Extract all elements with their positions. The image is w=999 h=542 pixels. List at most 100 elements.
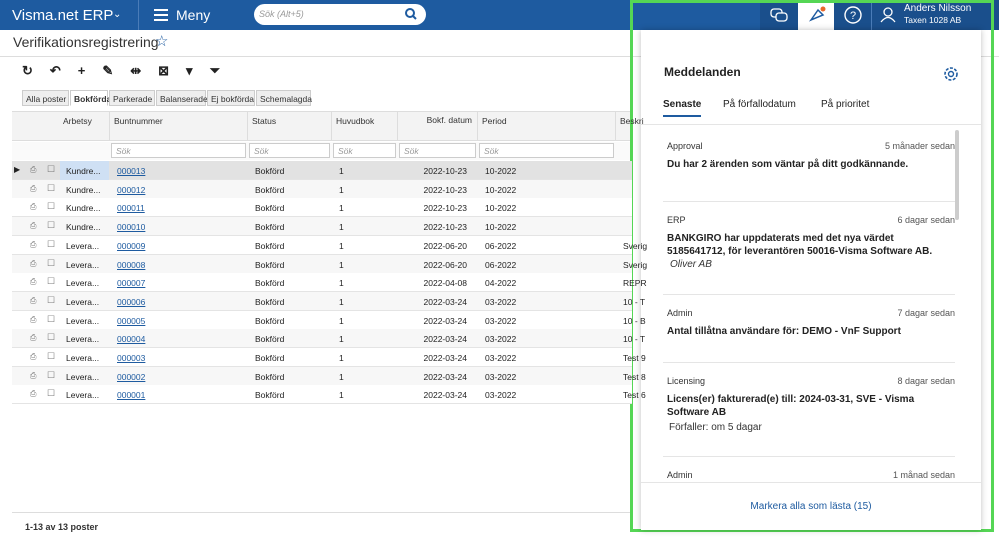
menu[interactable]: Meny [176, 7, 211, 23]
attachment-icon: ⎙ [30, 314, 37, 324]
divider [641, 124, 981, 125]
cell: Sverig [623, 259, 648, 270]
cell: 1 [339, 371, 344, 382]
column-divider [615, 112, 616, 140]
toolbar[interactable]: ↻↶+✎⇹⊠▾⏷ [22, 63, 237, 78]
cell[interactable]: 000013 [117, 166, 146, 176]
column-divider [397, 112, 398, 140]
separator [663, 456, 955, 457]
filter-input[interactable]: Sök [399, 143, 476, 158]
cell[interactable]: 000001 [117, 390, 146, 401]
notification-tab[interactable]: Senaste [663, 99, 702, 117]
cell: Kundre... [66, 166, 101, 176]
cell: 2022-10-23 [423, 203, 467, 214]
notification-message[interactable]: Licens(er) fakturerad(e) till: 2024-03-3… [667, 394, 915, 418]
table-row[interactable]: ⎙ ☐ Levera... 000009 Bokförd 1 2022-06-20 06-20… [12, 235, 647, 255]
table-row[interactable]: ▶ ⎙ ☐ Kundre... 000013 Bokförd 1 2022-10-23 10-2… [12, 161, 632, 180]
cell: Bokförd [255, 353, 285, 363]
notification-tab[interactable]: På prioritet [821, 99, 870, 110]
note-icon: ☐ [47, 369, 56, 380]
cell: 10-2022 [485, 203, 517, 214]
table-row[interactable]: ⎙ ☐ Levera... 000002 Bokförd 1 2022-03-24 03-20… [12, 366, 646, 386]
filter-input[interactable]: Sök [111, 143, 246, 158]
settings-icon[interactable] [943, 66, 959, 82]
table-row[interactable]: ⎙ ☐ Levera... 000007 Bokförd 1 2022-04-08 04-20… [12, 273, 647, 293]
note-icon: ☐ [47, 257, 56, 268]
notification-tab[interactable]: På förfallodatum [723, 99, 796, 110]
cell: 2022-06-20 [423, 240, 467, 251]
cell[interactable]: 000002 [117, 371, 146, 382]
notification-category: ERP [667, 215, 686, 225]
filter-tab[interactable]: Parkerade [109, 90, 155, 106]
column-header: Arbetsy [63, 116, 92, 126]
cell[interactable]: 000004 [117, 334, 146, 345]
filter-tab[interactable]: Schemalagda [256, 90, 312, 106]
cell[interactable]: 000010 [117, 222, 146, 233]
help-icon[interactable]: ? [844, 6, 862, 24]
attachment-icon: ⎙ [30, 202, 37, 212]
notification-time: 1 månad sedan [892, 470, 955, 480]
cell[interactable]: 000003 [117, 353, 146, 363]
user-name[interactable]: Anders Nilsson [904, 3, 972, 14]
row-indicator: ▶ [14, 165, 21, 174]
notification-message[interactable]: BANKGIRO har uppdaterats med det nya vär… [667, 233, 933, 257]
table-row[interactable]: ⎙ ☐ Levera... 000005 Bokförd 1 2022-03-24 03-20… [12, 310, 646, 330]
cell: REPR [623, 278, 647, 289]
cell[interactable]: 000005 [117, 315, 146, 326]
filter-tab[interactable]: Balanserade [156, 90, 208, 106]
notification-message[interactable]: Antal tillåtna användare för: DEMO - VnF… [667, 326, 901, 337]
table-row[interactable]: ⎙ ☐ Levera... 000006 Bokförd 1 2022-03-24 03-20… [12, 291, 645, 311]
chat-icon[interactable] [770, 8, 788, 22]
cell[interactable]: 000008 [117, 259, 146, 270]
column-header: Period [482, 116, 507, 126]
cell: Bokförd [255, 371, 285, 382]
attachment-icon: ⎙ [30, 352, 37, 361]
attachment-icon: ⎙ [30, 277, 37, 287]
notifications-button[interactable] [798, 0, 834, 30]
table-row[interactable]: ⎙ ☐ Levera... 000001 Bokförd 1 2022-03-24 03-20… [12, 385, 646, 405]
cell[interactable]: 000009 [117, 240, 146, 251]
cell: Bokförd [255, 259, 285, 270]
cell: Levera... [66, 334, 100, 345]
cell[interactable]: 000007 [117, 278, 146, 289]
cell: Levera... [66, 259, 100, 270]
filter-tab[interactable]: Bokförda [70, 90, 111, 106]
table-row[interactable]: ⎙ ☐ Levera... 000008 Bokförd 1 2022-06-20 06-20… [12, 254, 647, 274]
filter-tab[interactable]: Alla poster [22, 90, 69, 106]
cell: 03-2022 [485, 334, 517, 345]
cell: 2022-10-23 [423, 184, 467, 195]
notification-message[interactable]: Du har 2 ärenden som väntar på ditt godk… [667, 159, 909, 170]
separator [663, 201, 955, 202]
app-name[interactable]: Visma.net ERP [12, 7, 114, 24]
mark-all-read[interactable]: Markera alla som lästa (15) [750, 501, 872, 512]
filter-input[interactable]: Sök [479, 143, 614, 158]
cell[interactable]: 000011 [117, 203, 145, 214]
cell[interactable]: 000012 [117, 184, 146, 195]
table-row[interactable]: ⎙ ☐ Levera... 000003 Bokförd 1 2022-03-24 03-20… [12, 348, 646, 367]
divider [0, 56, 999, 57]
filter-tab[interactable]: Ej bokförda [207, 90, 255, 106]
filter-input[interactable]: Sök [249, 143, 330, 158]
cell: Test 9 [623, 353, 646, 363]
cell: Levera... [66, 353, 100, 363]
cell: 1 [339, 278, 344, 289]
attachment-icon: ⎙ [30, 221, 37, 231]
search-box[interactable]: Sök (Alt+5) [254, 4, 426, 25]
table-row[interactable]: ⎙ ☐ Kundre... 000011 Bokförd 1 2022-10-23 10-20… [12, 198, 632, 218]
cell: Levera... [66, 315, 100, 326]
table-row[interactable]: ⎙ ☐ Levera... 000004 Bokförd 1 2022-03-24 03-20… [12, 329, 645, 349]
notification-category: Admin [667, 308, 693, 318]
cell: 1 [339, 390, 344, 401]
filter-input[interactable]: Sök [333, 143, 396, 158]
attachment-icon: ⎙ [30, 333, 37, 343]
selected-cell [60, 161, 109, 180]
attachment-icon: ⎙ [30, 258, 37, 268]
menu-icon [154, 9, 168, 21]
cell[interactable]: 000006 [117, 296, 146, 307]
table-row[interactable]: ⎙ ☐ Kundre... 000010 Bokförd 1 2022-10-23 10-20… [12, 217, 632, 237]
notifications-panel: Meddelanden Approval 5 månader sedan Du ha… [641, 30, 981, 530]
table-row[interactable]: ⎙ ☐ Kundre... 000012 Bokförd 1 2022-10-23 10-20… [12, 179, 632, 199]
cell: Bokförd [255, 222, 285, 233]
cell: Levera... [66, 296, 100, 307]
favorite-star[interactable]: ☆ [155, 33, 169, 50]
